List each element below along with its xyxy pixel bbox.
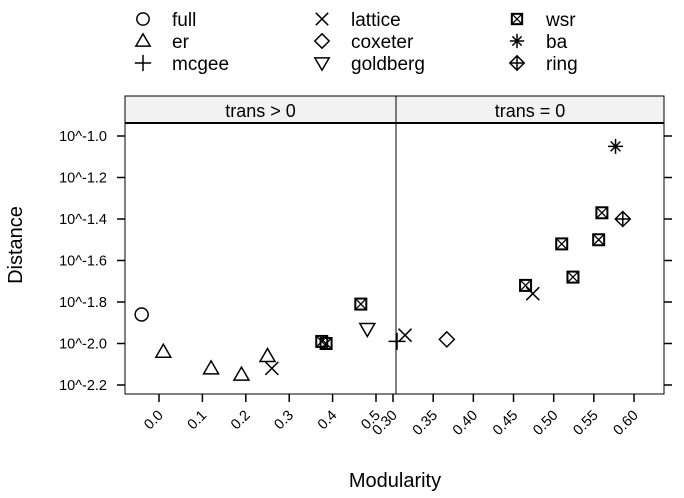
x-tick-label: 0.60 <box>611 408 642 439</box>
legend-label: ba <box>546 32 568 53</box>
legend-item-goldberg: goldberg <box>313 54 425 75</box>
strip-background <box>124 95 397 124</box>
legend-label: goldberg <box>351 54 425 75</box>
panel-2: trans = 00.30 0.35 0.40 0.45 0.50 0.55 0.60 <box>370 95 665 439</box>
boxed-cross-marker-icon <box>519 278 533 292</box>
boxed-cross-marker-icon <box>354 297 368 311</box>
legend-label: coxeter <box>351 32 414 53</box>
legend-label: lattice <box>351 10 401 31</box>
boxed-cross-marker-icon <box>592 233 606 247</box>
diamond-marker-icon <box>438 330 456 348</box>
x-tick-label: 0.40 <box>450 408 481 439</box>
boxed-cross-marker-icon <box>566 270 580 284</box>
triangle-up-marker-icon <box>258 346 277 363</box>
y-tick-label: 10^-1.8 <box>59 295 107 311</box>
cross-marker-icon <box>315 12 329 26</box>
diamond-marker-icon <box>313 32 331 50</box>
cross-marker-icon <box>264 361 279 376</box>
x-axis-panel-1: 0.0 0.1 0.2 0.3 0.4 0.5 <box>141 394 384 433</box>
y-tick-label: 10^-1.2 <box>59 171 107 187</box>
y-axis: 10^-1.0 10^-1.2 10^-1.4 10^-1.6 10^-1.8 10^-2… <box>59 129 672 394</box>
plus-marker-icon <box>134 54 152 72</box>
data-points <box>134 297 377 381</box>
asterisk-marker-icon <box>608 138 624 154</box>
legend-item-wsr: wsr <box>510 10 576 31</box>
legend-label: ring <box>546 54 578 75</box>
x-tick-label: 0.35 <box>410 408 441 439</box>
x-tick-label: 0.0 <box>141 408 167 434</box>
cross-marker-icon <box>525 286 540 301</box>
plot-frame <box>395 122 665 395</box>
plus-marker-icon <box>388 332 406 350</box>
strip-label: trans = 0 <box>495 101 566 121</box>
plot-frame <box>124 122 397 395</box>
boxed-cross-marker-icon <box>555 237 569 251</box>
triangle-up-marker-icon <box>202 359 220 375</box>
y-tick-label: 10^-2.2 <box>59 378 107 394</box>
triangle-down-marker-icon <box>358 322 377 338</box>
triangle-up-marker-icon <box>232 365 251 381</box>
x-tick-label: 0.50 <box>530 408 561 439</box>
legend-item-er: er <box>134 32 190 53</box>
legend-item-lattice: lattice <box>315 10 401 31</box>
y-axis-label: Distance <box>5 206 27 284</box>
legend-item-full: full <box>136 10 196 31</box>
legend-item-ring: ring <box>508 54 578 75</box>
legend-label: er <box>172 32 190 53</box>
x-tick-label: 0.1 <box>185 408 211 434</box>
boxed-cross-marker-icon <box>510 12 524 26</box>
x-tick-label: 0.3 <box>271 408 297 434</box>
legend-label: wsr <box>545 10 576 31</box>
asterisk-marker-icon <box>509 33 525 49</box>
y-tick-label: 10^-1.6 <box>59 254 107 270</box>
circle-marker-icon <box>136 12 150 26</box>
strip-label: trans > 0 <box>225 101 296 121</box>
data-points <box>388 138 632 350</box>
legend-item-coxeter: coxeter <box>313 32 414 53</box>
cross-marker-icon <box>398 328 413 343</box>
x-axis-panel-2: 0.30 0.35 0.40 0.45 0.50 0.55 0.60 <box>370 394 642 439</box>
x-axis-label: Modularity <box>349 470 441 492</box>
diamond-plus-marker-icon <box>614 210 632 228</box>
triangle-down-marker-icon <box>313 57 331 72</box>
x-tick-label: 0.4 <box>315 408 341 434</box>
triangle-up-marker-icon <box>134 32 152 47</box>
circle-marker-icon <box>134 307 149 322</box>
y-tick-label: 10^-1.4 <box>59 212 107 228</box>
x-tick-label: 0.2 <box>228 408 254 434</box>
y-tick-label: 10^-1.0 <box>59 129 107 145</box>
panel-1: trans > 00.0 0.1 0.2 0.3 0.4 0.5 <box>124 95 397 433</box>
y-tick-label: 10^-2.0 <box>59 337 107 353</box>
x-tick-label: 0.55 <box>570 408 601 439</box>
diamond-plus-marker-icon <box>508 54 526 72</box>
boxed-cross-marker-icon <box>595 206 609 220</box>
x-tick-label: 0.45 <box>490 408 521 439</box>
legend-item-ba: ba <box>509 32 568 53</box>
legend-item-mcgee: mcgee <box>134 54 229 75</box>
legend-label: full <box>172 10 196 31</box>
triangle-up-marker-icon <box>154 342 173 359</box>
legend-label: mcgee <box>172 54 229 75</box>
boxed-cross-marker-icon <box>319 337 333 350</box>
